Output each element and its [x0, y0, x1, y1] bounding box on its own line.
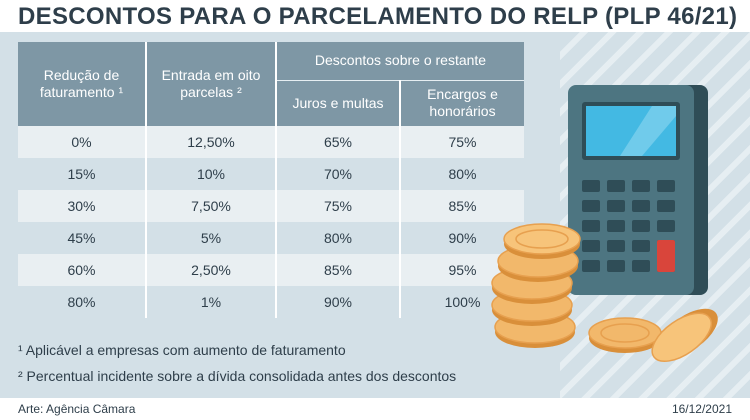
table-row: 15% 10% 70% 80%	[18, 158, 524, 190]
calculator-key	[582, 200, 600, 212]
table-cell: 85%	[275, 254, 400, 286]
table-cell: 12,50%	[145, 126, 276, 158]
calculator-key	[582, 260, 600, 272]
calculator-key	[632, 200, 650, 212]
table-cell: 45%	[18, 222, 146, 254]
table-row: 30% 7,50% 75% 85%	[18, 190, 524, 222]
calculator-key	[582, 240, 600, 252]
footnote-2: ² Percentual incidente sobre a dívida co…	[18, 368, 457, 384]
table-cell: 75%	[275, 190, 400, 222]
table-cell: 80%	[18, 286, 146, 318]
calculator-icon	[568, 85, 708, 295]
table-row: 0% 12,50% 65% 75%	[18, 126, 524, 158]
table-cell: 65%	[275, 126, 400, 158]
table-cell: 85%	[399, 190, 524, 222]
discount-table: Redução de faturamento ¹ Entrada em oito…	[18, 42, 524, 318]
calculator-key	[657, 180, 675, 192]
calculator-key	[607, 260, 625, 272]
table-cell: 80%	[275, 222, 400, 254]
table-cell: 2,50%	[145, 254, 276, 286]
table-cell: 1%	[145, 286, 276, 318]
table-cell: 5%	[145, 222, 276, 254]
header-reducao: Redução de faturamento ¹	[18, 42, 146, 126]
table-row: 80% 1% 90% 100%	[18, 286, 524, 318]
calculator-key	[632, 260, 650, 272]
calculator-coins-illustration	[491, 85, 718, 363]
content-panel: Redução de faturamento ¹ Entrada em oito…	[0, 32, 750, 398]
calculator-key	[607, 180, 625, 192]
credit: Arte: Agência Câmara	[18, 402, 136, 416]
calculator-key	[607, 220, 625, 232]
page-title: DESCONTOS PARA O PARCELAMENTO DO RELP (P…	[18, 3, 738, 30]
calculator-key	[582, 180, 600, 192]
table-cell: 15%	[18, 158, 146, 190]
calculator-key	[632, 220, 650, 232]
table-row: 45% 5% 80% 90%	[18, 222, 524, 254]
date: 16/12/2021	[671, 402, 732, 416]
table-cell: 30%	[18, 190, 146, 222]
calculator-key	[657, 200, 675, 212]
table-cell: 80%	[399, 158, 524, 190]
table-cell: 90%	[275, 286, 400, 318]
header-encargos: Encargos e honorários	[399, 80, 524, 126]
calculator-key	[632, 180, 650, 192]
coins-icon	[491, 223, 718, 363]
calculator-key	[607, 240, 625, 252]
table-cell: 10%	[145, 158, 276, 190]
table-cell: 70%	[275, 158, 400, 190]
table-cell: 60%	[18, 254, 146, 286]
calculator-key	[632, 240, 650, 252]
table-body: 0% 12,50% 65% 75% 15% 10% 70% 80% 30% 7,50% 75% 85%…	[18, 126, 524, 318]
calculator-red-key	[657, 240, 675, 272]
calculator-key	[607, 200, 625, 212]
footnote-1: ¹ Aplicável a empresas com aumento de fa…	[18, 342, 346, 358]
header-descontos-group: Descontos sobre o restante	[275, 42, 524, 81]
table-row: 60% 2,50% 85% 95%	[18, 254, 524, 286]
table-cell: 0%	[18, 126, 146, 158]
table-cell: 75%	[399, 126, 524, 158]
header-entrada: Entrada em oito parcelas ²	[145, 42, 276, 126]
header-juros: Juros e multas	[275, 80, 400, 126]
calculator-key	[582, 220, 600, 232]
table-cell: 90%	[399, 222, 524, 254]
table-cell: 7,50%	[145, 190, 276, 222]
calculator-key	[657, 220, 675, 232]
